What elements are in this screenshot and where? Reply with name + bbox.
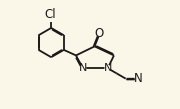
Text: N: N [79,63,87,73]
Circle shape [80,66,86,71]
Text: Cl: Cl [45,8,56,21]
Text: O: O [94,27,104,40]
Circle shape [105,66,110,71]
Circle shape [135,76,141,81]
Text: N: N [103,63,112,73]
Circle shape [97,31,102,36]
Text: N: N [134,72,142,85]
